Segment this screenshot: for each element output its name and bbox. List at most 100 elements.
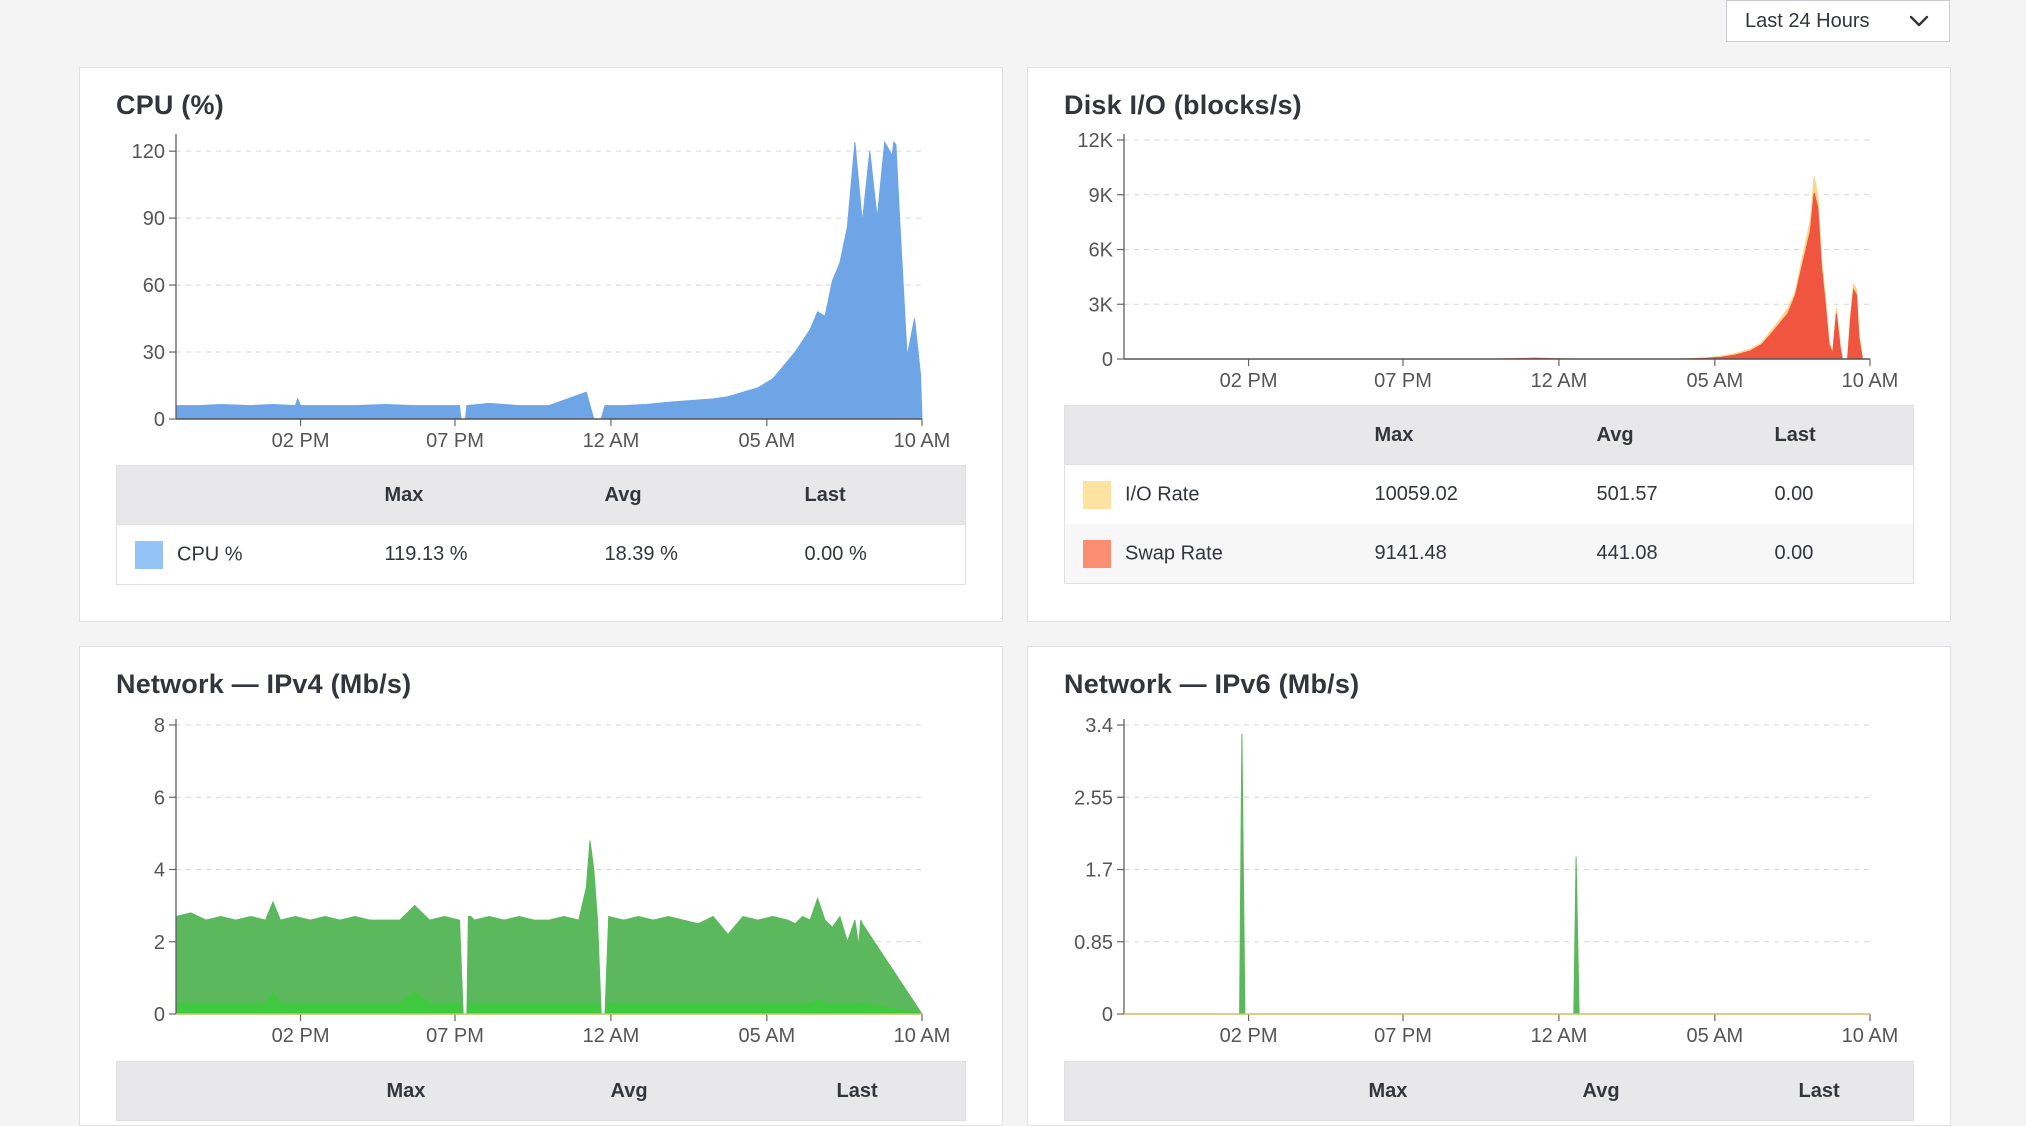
legend-max-value: 119.13 % xyxy=(384,543,468,565)
network-ipv4-legend-table: Max Avg Last xyxy=(116,1061,966,1121)
disk-io-chart: 0 3K 6K 9K 12K 02 PM 07 PM 12 AM 05 AM 10 AM xyxy=(1077,130,1899,392)
legend-header-row: Max Avg Last xyxy=(116,465,966,525)
y-tick-label: 0 xyxy=(154,1004,165,1026)
x-tick-label: 02 PM xyxy=(1220,1025,1278,1047)
y-tick-label: 1.7 xyxy=(1085,860,1113,882)
series-area-0 xyxy=(175,140,923,420)
legend-swatch xyxy=(135,540,163,569)
network-ipv6-panel-title: Network — IPv6 (Mb/s) xyxy=(1064,669,1360,699)
y-tick-label: 8 xyxy=(154,715,165,737)
y-tick-label: 90 xyxy=(143,208,165,230)
legend-max-value: 10059.02 xyxy=(1374,483,1458,505)
legend-header-avg: Avg xyxy=(1596,405,1775,465)
x-tick-label: 02 PM xyxy=(272,430,330,452)
legend-header-max: Max xyxy=(1368,1061,1583,1121)
x-tick-label: 07 PM xyxy=(1374,1025,1432,1047)
disk-io-legend-table: Max Avg Last I/O Rate 10059.02 501.57 0.… xyxy=(1064,405,1914,584)
x-tick-label: 05 AM xyxy=(1686,1025,1743,1047)
legend-avg-value: 441.08 xyxy=(1596,524,1775,584)
x-tick-label: 12 AM xyxy=(1531,370,1588,392)
legend-swatch xyxy=(1083,480,1111,509)
y-tick-label: 120 xyxy=(132,141,165,163)
network-ipv4-panel-title: Network — IPv4 (Mb/s) xyxy=(116,669,412,699)
legend-last-value: 0.00 % xyxy=(804,543,867,565)
x-tick-label: 02 PM xyxy=(272,1025,330,1047)
x-tick-label: 05 AM xyxy=(738,1025,795,1047)
y-tick-label: 60 xyxy=(143,275,165,297)
series-area-0 xyxy=(1124,176,1870,360)
x-tick-label: 07 PM xyxy=(426,1025,484,1047)
series-area-0 xyxy=(175,840,923,1015)
y-tick-label: 0.85 xyxy=(1074,932,1113,954)
legend-series-cell: CPU % xyxy=(117,525,385,585)
time-range-select[interactable]: Last 24 Hours xyxy=(1726,0,1950,42)
legend-header-last: Last xyxy=(836,1061,966,1121)
x-tick-label: 12 AM xyxy=(1531,1025,1588,1047)
x-tick-label: 12 AM xyxy=(583,1025,640,1047)
legend-header-max: Max xyxy=(384,465,605,525)
y-tick-label: 3.4 xyxy=(1085,715,1113,737)
legend-row-swap-rate[interactable]: Swap Rate 9141.48 441.08 0.00 xyxy=(1064,524,1914,584)
legend-row-io-rate[interactable]: I/O Rate 10059.02 501.57 0.00 xyxy=(1065,465,1914,525)
legend-header-row: Max Avg Last xyxy=(116,1061,966,1121)
y-tick-label: 3K xyxy=(1089,294,1114,316)
legend-header-avg: Avg xyxy=(604,465,805,525)
legend-header-series xyxy=(1064,1061,1369,1121)
x-tick-label: 10 AM xyxy=(894,430,951,452)
network-ipv6-chart: 0 0.85 1.7 2.55 3.4 02 PM 07 PM 12 AM 05 AM 10 AM xyxy=(1074,715,1899,1047)
legend-header-series xyxy=(116,465,385,525)
series-area-1 xyxy=(175,991,923,1015)
legend-header-avg: Avg xyxy=(1582,1061,1799,1121)
x-tick-label: 12 AM xyxy=(583,430,640,452)
legend-last-value: 0.00 xyxy=(1774,524,1914,584)
y-tick-label: 0 xyxy=(1102,1004,1113,1026)
chevron-down-icon xyxy=(1909,15,1929,27)
legend-series-name: Swap Rate xyxy=(1125,542,1223,564)
y-tick-label: 0 xyxy=(154,409,165,431)
y-tick-label: 0 xyxy=(1102,349,1113,371)
x-tick-label: 10 AM xyxy=(1842,370,1899,392)
legend-header-row: Max Avg Last xyxy=(1064,1061,1914,1121)
disk-io-panel: Disk I/O (blocks/s) 0 3K 6K 9K 12K 02 PM 07 PM… xyxy=(1027,67,1951,622)
legend-header-last: Last xyxy=(804,465,966,525)
legend-last-value: 0.00 xyxy=(1774,483,1814,505)
time-range-value: Last 24 Hours xyxy=(1745,9,1870,32)
y-tick-label: 4 xyxy=(154,860,165,882)
legend-header-series xyxy=(1064,405,1375,465)
x-tick-label: 05 AM xyxy=(1686,370,1743,392)
network-ipv6-panel: Network — IPv6 (Mb/s) 0 0.85 1.7 2.55 3.4 02 … xyxy=(1027,646,1951,1126)
y-tick-label: 6 xyxy=(154,787,165,809)
legend-header-last: Last xyxy=(1798,1061,1914,1121)
x-tick-label: 05 AM xyxy=(738,430,795,452)
y-tick-label: 6K xyxy=(1089,240,1114,262)
x-tick-label: 02 PM xyxy=(1220,370,1278,392)
y-tick-label: 12K xyxy=(1077,130,1113,152)
series-area-0 xyxy=(1124,733,1870,1015)
legend-series-name: CPU % xyxy=(177,543,243,565)
x-tick-label: 10 AM xyxy=(1842,1025,1899,1047)
cpu-panel: CPU (%) 0 30 60 90 120 02 PM 07 PM 12 AM 05 AM 10… xyxy=(79,67,1003,622)
x-tick-label: 07 PM xyxy=(426,430,484,452)
y-tick-label: 2.55 xyxy=(1074,787,1113,809)
legend-header-avg: Avg xyxy=(610,1061,837,1121)
legend-header-max: Max xyxy=(1374,405,1597,465)
network-ipv6-legend-table: Max Avg Last xyxy=(1064,1061,1914,1121)
legend-series-cell: I/O Rate xyxy=(1065,465,1375,525)
x-tick-label: 07 PM xyxy=(1374,370,1432,392)
legend-series-name: I/O Rate xyxy=(1125,483,1200,505)
legend-series-cell: Swap Rate xyxy=(1064,524,1375,584)
cpu-legend-table: Max Avg Last CPU % 119.13 % 18.39 % 0.00… xyxy=(116,465,966,585)
legend-row-cpu[interactable]: CPU % 119.13 % 18.39 % 0.00 % xyxy=(117,525,966,585)
legend-header-max: Max xyxy=(386,1061,611,1121)
y-tick-label: 9K xyxy=(1089,185,1114,207)
cpu-panel-title: CPU (%) xyxy=(116,90,224,120)
series-area-1 xyxy=(1124,192,1870,360)
y-tick-label: 2 xyxy=(154,932,165,954)
network-ipv4-chart: 0 2 4 6 8 02 PM 07 PM 12 AM 05 AM 10 AM xyxy=(154,715,951,1047)
network-ipv4-panel: Network — IPv4 (Mb/s) 0 2 4 6 8 02 PM 07 PM 12 … xyxy=(79,646,1003,1126)
x-tick-label: 10 AM xyxy=(894,1025,951,1047)
legend-header-last: Last xyxy=(1774,405,1914,465)
legend-swatch xyxy=(1083,539,1111,568)
disk-io-panel-title: Disk I/O (blocks/s) xyxy=(1064,90,1302,120)
legend-max-value: 9141.48 xyxy=(1374,524,1597,584)
